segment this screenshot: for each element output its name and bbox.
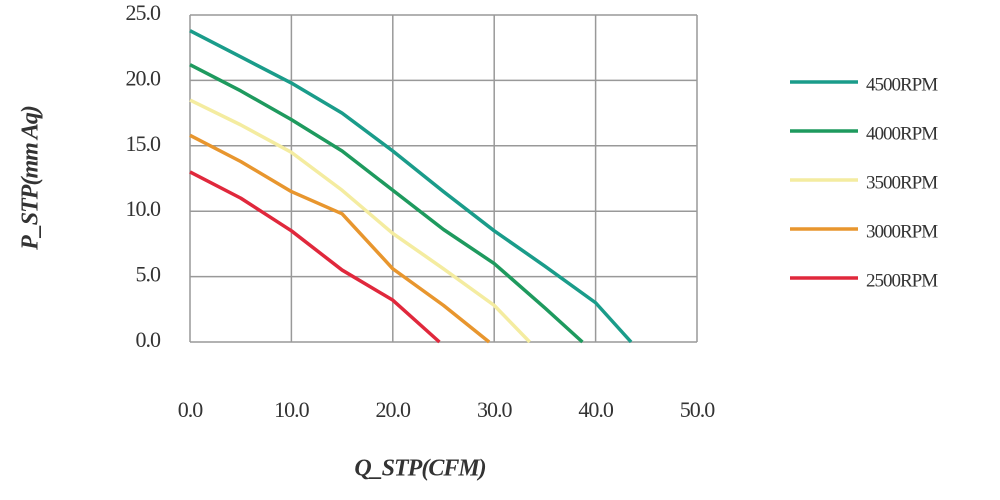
legend-label: 4000RPM — [866, 123, 938, 144]
legend-label: 3000RPM — [866, 221, 938, 242]
legend-label: 2500RPM — [866, 270, 938, 291]
x-tick-label: 0.0 — [178, 397, 204, 422]
y-tick-label: 25.0 — [126, 0, 162, 25]
series-line — [189, 170, 441, 344]
x-tick-label: 20.0 — [376, 397, 412, 422]
y-tick-label: 5.0 — [136, 262, 162, 287]
y-axis-label: P_STP(mm Aq) — [18, 106, 44, 251]
x-tick-label: 50.0 — [680, 397, 716, 422]
y-tick-label: 0.0 — [136, 327, 162, 352]
series-line — [189, 29, 633, 344]
x-tick-label: 30.0 — [477, 397, 513, 422]
y-tick-label: 10.0 — [126, 196, 162, 221]
legend-label: 4500RPM — [866, 74, 938, 95]
y-tick-label: 20.0 — [126, 65, 162, 90]
x-tick-label: 10.0 — [274, 397, 310, 422]
series-line — [189, 98, 531, 344]
legend-label: 3500RPM — [866, 172, 938, 193]
x-axis-label: Q_STP(CFM) — [354, 456, 485, 482]
y-tick-label: 15.0 — [126, 131, 162, 156]
series-line — [189, 63, 584, 344]
x-tick-label: 40.0 — [578, 397, 614, 422]
series-line — [189, 133, 491, 344]
